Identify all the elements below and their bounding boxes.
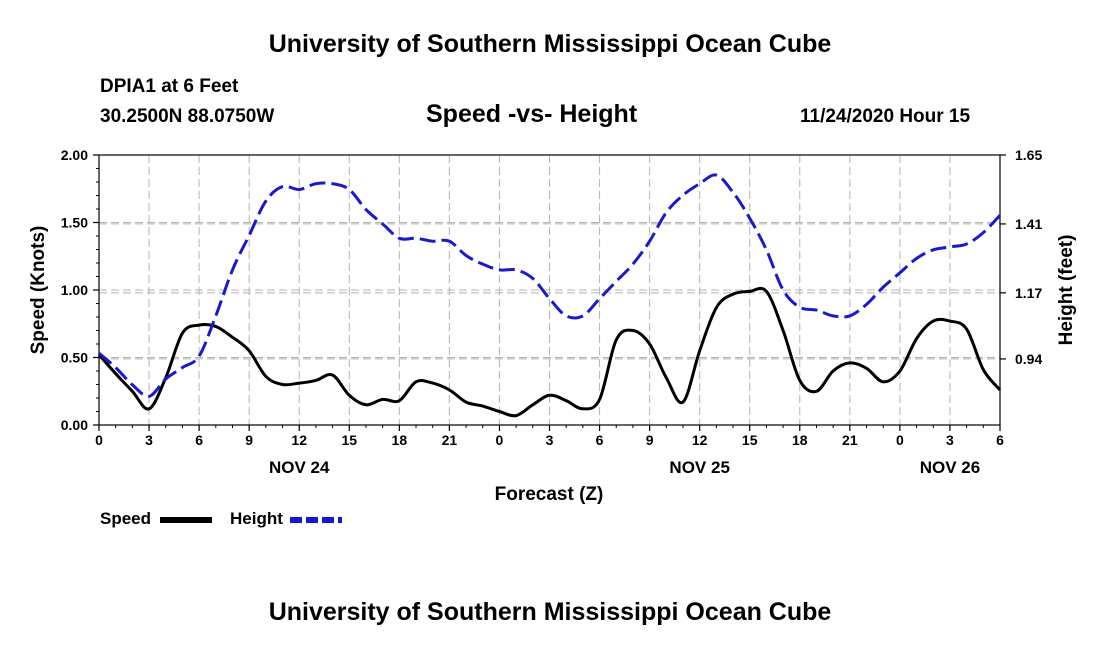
x-tick-label: 21 — [842, 432, 858, 448]
legend: Speed Height — [100, 509, 342, 528]
y-tick-label: 1.00 — [61, 282, 88, 298]
chart-title: Speed -vs- Height — [426, 100, 638, 128]
footer-title: University of Southern Mississippi Ocean… — [268, 598, 832, 626]
tick-layer: 0 3 6 9 12 15 18 21 0 3 6 9 12 15 18 21 0 3 6 NOV 24 NOV 25 N… — [61, 147, 1043, 477]
y2-tick-label: 0.94 — [1015, 351, 1042, 367]
y-axis-title: Speed (Knots) — [28, 226, 49, 355]
x-tick-label: 3 — [946, 432, 954, 448]
y2-axis-title: Height (feet) — [1056, 235, 1077, 346]
grid-layer — [99, 155, 1000, 425]
x-tick-label: 3 — [145, 432, 153, 448]
station-name: DPIA1 at 6 Feet — [100, 76, 239, 97]
x-tick-label: 18 — [792, 432, 808, 448]
date-label: NOV 26 — [920, 458, 980, 477]
series-line-height — [98, 173, 1002, 398]
y-tick-label: 1.50 — [61, 215, 88, 231]
y-tick-label: 0.50 — [61, 350, 88, 366]
date-label: NOV 25 — [669, 458, 729, 477]
x-tick-label: 0 — [896, 432, 904, 448]
x-tick-label: 6 — [195, 432, 203, 448]
legend-label-speed: Speed — [100, 509, 151, 528]
series-line-speed — [97, 286, 1002, 418]
x-tick-label: 21 — [442, 432, 458, 448]
y-tick-label: 2.00 — [61, 147, 88, 163]
x-tick-label: 3 — [546, 432, 554, 448]
x-tick-label: 15 — [341, 432, 357, 448]
header-title: University of Southern Mississippi Ocean… — [268, 30, 832, 58]
station-coords: 30.2500N 88.0750W — [100, 106, 275, 127]
x-axis-title: Forecast (Z) — [495, 484, 604, 505]
x-tick-label: 6 — [996, 432, 1004, 448]
y2-tick-label: 1.65 — [1015, 147, 1042, 163]
y2-tick-label: 1.17 — [1015, 285, 1042, 301]
x-tick-label: 12 — [291, 432, 307, 448]
date-label: NOV 24 — [269, 458, 330, 477]
legend-label-height: Height — [230, 509, 283, 528]
x-tick-label: 12 — [692, 432, 708, 448]
y-tick-label: 0.00 — [61, 417, 88, 433]
x-tick-label: 9 — [245, 432, 253, 448]
x-tick-label: 0 — [95, 432, 103, 448]
forecast-time: 11/24/2020 Hour 15 — [800, 106, 971, 127]
x-tick-label: 6 — [596, 432, 604, 448]
x-tick-label: 15 — [742, 432, 758, 448]
series-layer — [97, 173, 1002, 418]
x-tick-label: 0 — [496, 432, 504, 448]
y2-tick-label: 1.41 — [1015, 216, 1042, 232]
x-tick-label: 9 — [646, 432, 654, 448]
x-tick-label: 18 — [392, 432, 408, 448]
